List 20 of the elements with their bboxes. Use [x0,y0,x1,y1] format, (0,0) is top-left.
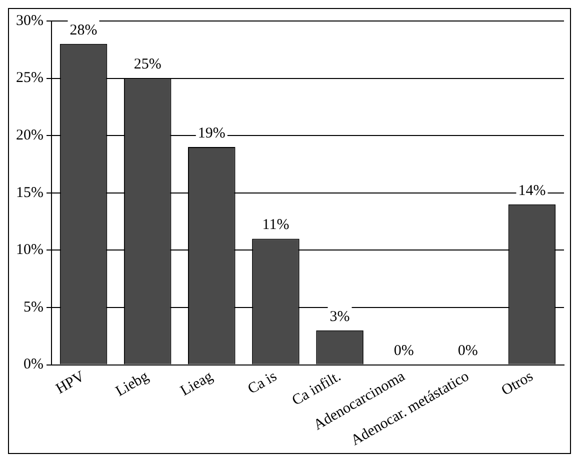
y-tick-label: 10% [16,242,44,258]
data-label: 11% [262,217,290,234]
x-tick-label: Otros [499,368,536,400]
x-tick-label: Lieag [178,368,216,400]
data-label: 0% [394,343,414,360]
data-label: 14% [518,182,546,199]
y-tick-label: 25% [16,70,44,86]
data-label: 0% [458,343,478,360]
y-tick-label: 0% [23,356,44,373]
x-tick-label: Liebg [113,368,152,400]
data-label: 28% [70,22,98,38]
y-tick-label: 15% [16,184,44,201]
data-label: 25% [134,56,162,73]
data-label: 3% [330,308,350,325]
x-tick-label: Ca is [245,368,280,398]
data-label: 19% [198,125,226,142]
y-tick-label: 20% [16,128,44,144]
y-tick-label: 5% [23,299,44,316]
y-tick-label: 30% [16,12,44,29]
x-tick-label: HPV [54,368,88,398]
